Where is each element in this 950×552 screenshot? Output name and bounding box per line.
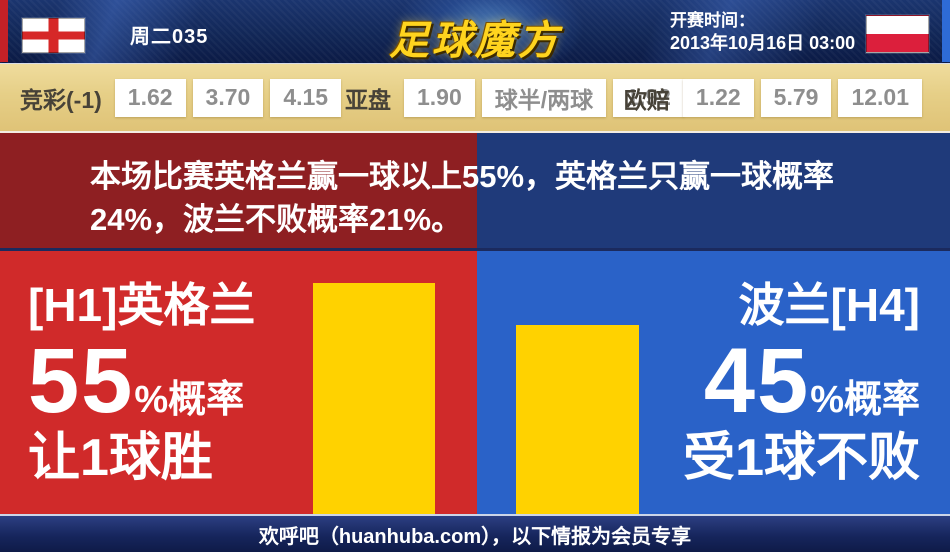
oupei-draw-odds: 5.79	[760, 78, 832, 117]
summary-text: 本场比赛英格兰赢一球以上55%，英格兰只赢一球概率 24%，波兰不败概率21%。	[90, 155, 834, 241]
oupei-label: 欧赔	[623, 86, 670, 113]
yapan-label: 亚盘	[345, 86, 391, 113]
divider-line	[0, 248, 950, 251]
england-flag-icon	[22, 18, 85, 53]
poland-team-label: 波兰[H4]	[738, 279, 920, 331]
england-percent-line: 55%概率	[28, 333, 255, 429]
england-team-label: [H1]英格兰	[28, 279, 256, 331]
site-logo: 足球魔方	[389, 19, 561, 63]
oupei-away-odds: 12.01	[838, 78, 922, 117]
jingcai-draw-odds: 3.70	[192, 78, 264, 117]
england-result-label: 让1球胜	[28, 429, 213, 487]
england-percent-value: 55	[28, 330, 135, 432]
poland-percent-line: 45%概率	[683, 333, 920, 429]
blue-edge-strip	[942, 0, 950, 62]
poland-percent-value: 45	[703, 330, 811, 432]
divider-line	[0, 131, 950, 133]
england-percent-suffix: %概率	[134, 379, 245, 421]
odds-group-jingcai: 竞彩(-1) 1.62 3.70 4.15	[20, 64, 342, 131]
jingcai-home-odds: 1.62	[114, 78, 186, 117]
yapan-handicap: 球半/两球	[481, 78, 607, 117]
odds-group-yapan: 亚盘 1.90 球半/两球 1.92	[345, 64, 684, 131]
poland-bar	[516, 325, 639, 514]
summary-line-2: 24%，波兰不败概率21%。	[90, 202, 463, 237]
summary-maroon-background	[0, 133, 477, 248]
footer-bar: 欢呼吧（huanhuba.com），以下情报为会员专享	[0, 516, 950, 552]
poland-panel: 波兰[H4] 45%概率 受1球不败	[477, 251, 950, 514]
summary-navy-background	[477, 133, 950, 248]
jingcai-label: 竞彩(-1)	[20, 86, 102, 113]
poland-flag-icon	[866, 15, 929, 53]
poland-panel-text: 波兰[H4] 45%概率 受1球不败	[683, 277, 920, 487]
england-panel: [H1]英格兰 55%概率 让1球胜	[0, 251, 477, 514]
divider-line	[0, 514, 950, 516]
oupei-home-odds: 1.22	[682, 78, 754, 117]
summary-line-1: 本场比赛英格兰赢一球以上55%，英格兰只赢一球概率	[90, 159, 835, 194]
probability-panels: [H1]英格兰 55%概率 让1球胜 波兰[H4] 45%概率 受1球不败	[0, 251, 950, 514]
poland-percent-suffix: %概率	[810, 379, 920, 421]
header-bar: 周二035 足球魔方 开赛时间： 2013年10月16日 03:00	[0, 0, 950, 63]
jingcai-away-odds: 4.15	[270, 78, 342, 117]
poland-result-label: 受1球不败	[683, 429, 920, 487]
prediction-summary: 本场比赛英格兰赢一球以上55%，英格兰只赢一球概率 24%，波兰不败概率21%。	[0, 133, 950, 248]
kickoff-label: 开赛时间：	[670, 11, 755, 30]
odds-bar: 竞彩(-1) 1.62 3.70 4.15 亚盘 1.90 球半/两球 1.92…	[0, 64, 950, 131]
divider-line	[0, 63, 950, 64]
red-edge-strip	[0, 0, 8, 62]
kickoff-info: 开赛时间： 2013年10月16日 03:00	[670, 10, 855, 54]
kickoff-time: 2013年10月16日 03:00	[670, 33, 856, 53]
odds-group-oupei: 欧赔 1.22 5.79 12.01	[624, 64, 922, 131]
yapan-home-odds: 1.90	[404, 78, 475, 117]
logo-glow	[395, 0, 585, 63]
england-bar	[313, 283, 435, 514]
england-panel-text: [H1]英格兰 55%概率 让1球胜	[28, 277, 255, 487]
footer-text: 欢呼吧（huanhuba.com），以下情报为会员专享	[258, 526, 692, 548]
yapan-away-odds: 1.92	[613, 78, 684, 117]
match-number: 周二035	[130, 26, 209, 48]
